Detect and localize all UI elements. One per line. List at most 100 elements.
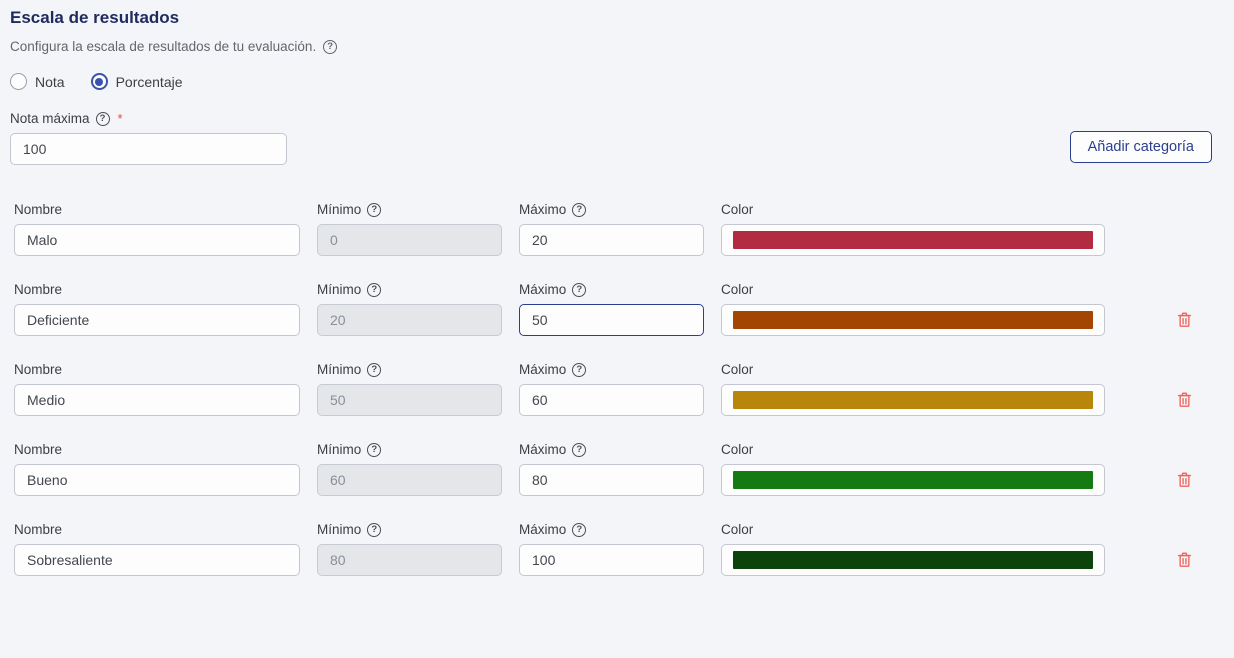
color-swatch bbox=[733, 391, 1093, 409]
min-help-icon[interactable]: ? bbox=[367, 362, 382, 377]
max-help-icon[interactable]: ? bbox=[572, 362, 587, 377]
max-label: Máximo bbox=[519, 442, 567, 457]
category-min-input bbox=[317, 464, 502, 496]
name-cell: Nombre bbox=[14, 282, 300, 336]
category-name-input[interactable] bbox=[14, 544, 300, 576]
results-scale-panel: Escala de resultados Configura la escala… bbox=[10, 8, 1212, 576]
delete-category-button[interactable] bbox=[1175, 550, 1194, 569]
trash-icon bbox=[1177, 552, 1192, 567]
page-title: Escala de resultados bbox=[10, 8, 180, 27]
nota-maxima-section: Nota máxima ? * Añadir categoría bbox=[10, 111, 1212, 165]
scale-type-radio-group: Nota Porcentaje bbox=[10, 73, 1212, 90]
color-cell: Color bbox=[721, 522, 1105, 576]
min-label: Mínimo bbox=[317, 282, 362, 297]
min-cell: Mínimo? bbox=[317, 362, 502, 416]
color-cell: Color bbox=[721, 442, 1105, 496]
name-label: Nombre bbox=[14, 442, 63, 457]
radio-porcentaje-label: Porcentaje bbox=[115, 73, 183, 90]
add-category-button[interactable]: Añadir categoría bbox=[1069, 131, 1212, 163]
delete-category-button[interactable] bbox=[1175, 390, 1194, 409]
category-row: Nombre Mínimo? Máximo? Color bbox=[10, 282, 1212, 336]
required-asterisk: * bbox=[117, 111, 123, 126]
trash-icon bbox=[1177, 472, 1192, 487]
name-label: Nombre bbox=[14, 202, 63, 217]
color-label: Color bbox=[721, 522, 754, 537]
subtitle-help-icon[interactable]: ? bbox=[323, 39, 338, 54]
color-label: Color bbox=[721, 362, 754, 377]
category-min-input bbox=[317, 384, 502, 416]
delete-category-button[interactable] bbox=[1175, 470, 1194, 489]
category-name-input[interactable] bbox=[14, 464, 300, 496]
name-cell: Nombre bbox=[14, 202, 300, 256]
page-subtitle: Configura la escala de resultados de tu … bbox=[10, 39, 317, 54]
max-help-icon[interactable]: ? bbox=[572, 202, 587, 217]
name-cell: Nombre bbox=[14, 522, 300, 576]
name-cell: Nombre bbox=[14, 362, 300, 416]
category-row: Nombre Mínimo? Máximo? Color bbox=[10, 362, 1212, 416]
max-cell: Máximo? bbox=[519, 282, 704, 336]
min-label: Mínimo bbox=[317, 522, 362, 537]
color-label: Color bbox=[721, 282, 754, 297]
delete-cell bbox=[1122, 202, 1212, 230]
radio-selected-dot bbox=[95, 77, 104, 86]
name-cell: Nombre bbox=[14, 442, 300, 496]
max-help-icon[interactable]: ? bbox=[572, 522, 587, 537]
category-row: Nombre Mínimo? Máximo? Color bbox=[10, 522, 1212, 576]
name-label: Nombre bbox=[14, 522, 63, 537]
max-cell: Máximo? bbox=[519, 522, 704, 576]
min-label: Mínimo bbox=[317, 202, 362, 217]
nota-maxima-help-icon[interactable]: ? bbox=[95, 111, 110, 126]
min-label: Mínimo bbox=[317, 362, 362, 377]
color-picker[interactable] bbox=[721, 464, 1105, 496]
max-help-icon[interactable]: ? bbox=[572, 282, 587, 297]
radio-option-nota[interactable]: Nota bbox=[10, 73, 65, 90]
name-label: Nombre bbox=[14, 362, 63, 377]
max-cell: Máximo? bbox=[519, 442, 704, 496]
color-cell: Color bbox=[721, 362, 1105, 416]
delete-cell bbox=[1122, 362, 1212, 414]
color-swatch bbox=[733, 231, 1093, 249]
color-swatch bbox=[733, 311, 1093, 329]
min-help-icon[interactable]: ? bbox=[367, 442, 382, 457]
max-label: Máximo bbox=[519, 202, 567, 217]
category-min-input bbox=[317, 544, 502, 576]
color-picker[interactable] bbox=[721, 384, 1105, 416]
max-label: Máximo bbox=[519, 522, 567, 537]
max-cell: Máximo? bbox=[519, 362, 704, 416]
category-max-input[interactable] bbox=[519, 304, 704, 336]
trash-icon bbox=[1177, 392, 1192, 407]
category-max-input[interactable] bbox=[519, 544, 704, 576]
category-max-input[interactable] bbox=[519, 384, 704, 416]
color-cell: Color bbox=[721, 202, 1105, 256]
color-picker[interactable] bbox=[721, 304, 1105, 336]
category-name-input[interactable] bbox=[14, 304, 300, 336]
color-picker[interactable] bbox=[721, 544, 1105, 576]
category-min-input bbox=[317, 304, 502, 336]
min-help-icon[interactable]: ? bbox=[367, 282, 382, 297]
category-max-input[interactable] bbox=[519, 224, 704, 256]
color-label: Color bbox=[721, 442, 754, 457]
min-cell: Mínimo? bbox=[317, 282, 502, 336]
min-label: Mínimo bbox=[317, 442, 362, 457]
category-max-input[interactable] bbox=[519, 464, 704, 496]
max-label: Máximo bbox=[519, 282, 567, 297]
color-picker[interactable] bbox=[721, 224, 1105, 256]
delete-category-button[interactable] bbox=[1175, 310, 1194, 329]
nota-maxima-label: Nota máxima bbox=[10, 111, 90, 126]
radio-nota-circle[interactable] bbox=[10, 73, 27, 90]
min-cell: Mínimo? bbox=[317, 202, 502, 256]
category-min-input bbox=[317, 224, 502, 256]
max-cell: Máximo? bbox=[519, 202, 704, 256]
nota-maxima-input[interactable] bbox=[10, 133, 287, 165]
category-name-input[interactable] bbox=[14, 224, 300, 256]
trash-icon bbox=[1177, 312, 1192, 327]
max-help-icon[interactable]: ? bbox=[572, 442, 587, 457]
category-name-input[interactable] bbox=[14, 384, 300, 416]
category-row: Nombre Mínimo? Máximo? Color bbox=[10, 442, 1212, 496]
delete-cell bbox=[1122, 282, 1212, 334]
color-label: Color bbox=[721, 202, 754, 217]
min-help-icon[interactable]: ? bbox=[367, 522, 382, 537]
radio-porcentaje-circle[interactable] bbox=[90, 73, 108, 90]
min-help-icon[interactable]: ? bbox=[367, 202, 382, 217]
radio-option-porcentaje[interactable]: Porcentaje bbox=[90, 73, 183, 90]
